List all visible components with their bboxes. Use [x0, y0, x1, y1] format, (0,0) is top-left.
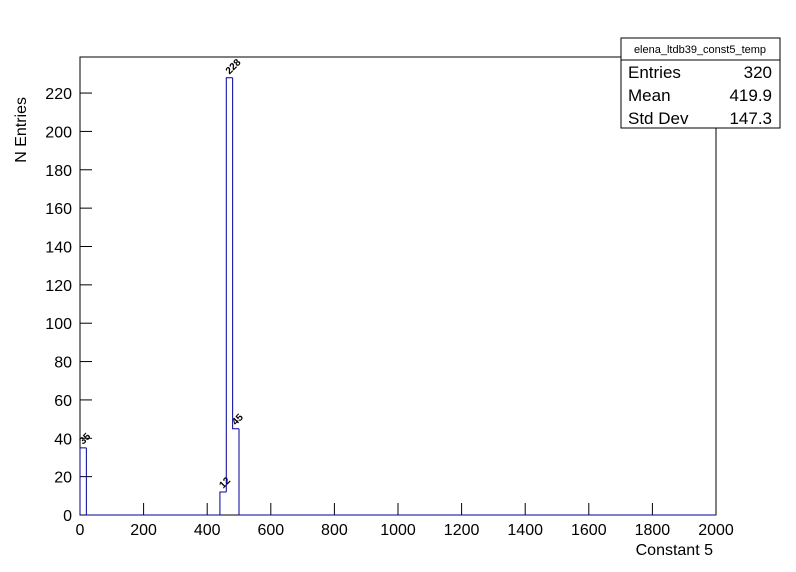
y-axis-label: N Entries [13, 97, 30, 163]
x-tick-label: 200 [130, 522, 157, 539]
stats-value: 419.9 [729, 86, 772, 105]
x-tick-label: 800 [321, 522, 348, 539]
x-axis-label: Constant 5 [636, 542, 713, 559]
x-tick-label: 1000 [380, 522, 416, 539]
y-tick-label: 220 [45, 86, 72, 103]
histogram-bin [219, 491, 227, 515]
y-tick-label: 40 [54, 431, 72, 448]
histogram-bin [79, 447, 87, 515]
y-tick-label: 140 [45, 239, 72, 256]
histogram-bin [232, 77, 239, 430]
x-tick-label: 1800 [635, 522, 671, 539]
stats-key: Mean [628, 86, 671, 105]
y-tick-label: 180 [45, 163, 72, 180]
x-tick-label: 1400 [507, 522, 543, 539]
stats-key: Entries [628, 63, 681, 82]
y-tick-label: 0 [63, 508, 72, 525]
bin-count-label: 12 [217, 475, 233, 491]
x-tick-label: 0 [76, 522, 85, 539]
y-tick-label: 20 [54, 470, 72, 487]
histogram-bin [225, 77, 233, 492]
x-tick-label: 1200 [444, 522, 480, 539]
x-tick-label: 2000 [698, 522, 734, 539]
stats-value: 320 [744, 63, 772, 82]
stats-box: elena_ltdb39_const5_temp Entries 320 Mea… [620, 37, 781, 129]
stats-title: elena_ltdb39_const5_temp [634, 44, 766, 56]
y-tick-label: 160 [45, 201, 72, 218]
y-tick-label: 80 [54, 355, 72, 372]
y-tick-label: 100 [45, 316, 72, 333]
y-tick-label: 120 [45, 278, 72, 295]
x-tick-label: 1600 [571, 522, 607, 539]
stats-key: Std Dev [628, 109, 689, 128]
y-tick-label: 200 [45, 124, 72, 141]
x-tick-label: 400 [194, 522, 221, 539]
stats-value: 147.3 [729, 109, 772, 128]
y-tick-label: 60 [54, 393, 72, 410]
stats-frame [620, 37, 781, 129]
x-tick-label: 600 [257, 522, 284, 539]
histogram-bin [238, 428, 246, 516]
bin-count-label: 228 [224, 57, 244, 77]
histogram-bin [85, 447, 93, 516]
